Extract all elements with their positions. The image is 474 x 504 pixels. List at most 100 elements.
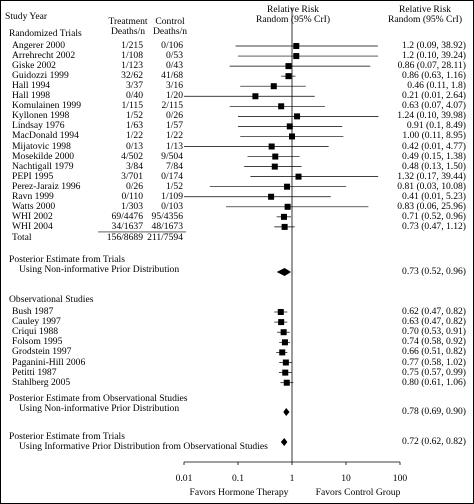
trial-estimate-label: 0.21 (0.01, 2.64) (402, 90, 466, 102)
obs-estimate-label: 0.75 (0.57, 0.99) (402, 366, 466, 378)
favors-control-label: Favors Control Group (315, 487, 401, 498)
trial-point (284, 183, 291, 190)
trial-treatment-label: 3/84 (125, 160, 143, 172)
trial-estimate-label: 1.00 (0.11, 8.95) (402, 130, 466, 142)
trial-estimate-label: 1.2 (0.09, 38.92) (402, 40, 466, 51)
trial-study-label: Ravn 1999 (12, 190, 54, 202)
x-tick-label: 0.1 (232, 473, 244, 484)
trial-treatment-label: 1/52 (125, 110, 143, 122)
trial-estimate-label: 0.83 (0.06, 25.96) (397, 200, 466, 212)
trial-estimate-label: 0.71 (0.52, 0.96) (402, 210, 466, 222)
treatment-subheader: Deaths/n (110, 26, 146, 37)
trial-control-label: 1/20 (165, 90, 183, 102)
trial-control-label: 2/115 (161, 100, 184, 112)
trial-study-label: Nachtigall 1979 (12, 160, 74, 172)
obs-estimate-label: 0.62 (0.47, 0.82) (402, 306, 466, 317)
trial-point (281, 223, 288, 230)
trial-estimate-label: 0.86 (0.63, 1.16) (402, 70, 466, 82)
total-label: Total (12, 231, 32, 243)
trial-control-label: 0/53 (165, 50, 183, 62)
trial-point (280, 213, 287, 220)
trial-estimate-label: 1.2 (0.10, 39.24) (402, 50, 466, 62)
trial-study-label: Arrehrecht 2002 (12, 50, 76, 62)
trial-treatment-label: 0/13 (125, 140, 143, 152)
trial-study-label: Mosekilde 2000 (12, 150, 75, 162)
section-observational-studies: Observational Studies (9, 294, 94, 305)
section-randomized-trials: Randomized Trials (9, 28, 82, 39)
trial-control-label: 0/26 (165, 110, 183, 122)
trial-control-label: 0/174 (161, 170, 183, 182)
obs-point (282, 359, 289, 366)
trial-point (270, 83, 277, 90)
total-treatment-label: 156/8689 (106, 231, 143, 243)
trial-study-label: Komulainen 1999 (12, 100, 82, 112)
obs-study-label: Bush 1987 (12, 306, 54, 317)
posterior-trials-diamond (276, 268, 292, 276)
posterior-trials-label: 0.73 (0.52, 0.96) (402, 266, 466, 277)
trial-treatment-label: 0/40 (125, 90, 143, 102)
trial-estimate-label: 0.73 (0.47, 1.12) (402, 220, 466, 232)
obs-study-label: Stahlberg 2005 (12, 376, 71, 388)
trial-estimate-label: 0.86 (0.07, 28.11) (397, 60, 466, 72)
trial-control-label: 7/84 (165, 160, 183, 172)
x-tick-label: 10 (341, 473, 351, 484)
trial-control-label: 0/43 (165, 60, 183, 72)
trial-control-label: 0/106 (161, 40, 183, 51)
trial-study-label: WHI 2002 (12, 210, 53, 222)
obs-study-label: Criqui 1988 (12, 326, 59, 338)
treatment-header: Treatment (108, 16, 148, 27)
trial-study-label: Watts 2000 (12, 200, 56, 212)
x-tick-label: 100 (392, 473, 408, 484)
trial-estimate-label: 0.42 (0.01, 4.77) (402, 140, 466, 152)
trial-study-label: MacDonald 1994 (12, 130, 79, 142)
trial-treatment-label: 1/303 (121, 200, 143, 212)
total-control-label: 211/7594 (147, 231, 183, 243)
obs-study-label: Grodstein 1997 (12, 346, 72, 358)
obs-estimate-label: 0.80 (0.61, 1.06) (402, 376, 466, 388)
trial-treatment-label: 1/63 (125, 120, 143, 132)
trial-control-label: 1/109 (161, 190, 183, 202)
obs-estimate-label: 0.66 (0.51, 0.82) (402, 346, 466, 358)
trial-estimate-label: 0.49 (0.15, 1.38) (402, 150, 466, 162)
obs-study-label: Petitti 1987 (12, 366, 57, 378)
trial-point (286, 123, 293, 130)
posterior-informative-diamond (280, 438, 288, 446)
trial-treatment-label: 1/22 (125, 130, 143, 142)
section-posterior-informative: Posterior Estimate from Trials (9, 431, 125, 442)
obs-point (283, 379, 290, 386)
posterior-observational-diamond (283, 408, 290, 416)
trial-point (295, 173, 302, 180)
trial-point (285, 73, 292, 80)
trial-estimate-label: 1.32 (0.17, 39.44) (397, 170, 466, 182)
study-year-header: Study Year (5, 11, 48, 22)
trial-point (293, 53, 300, 60)
trial-estimate-label: 1.24 (0.10, 39.98) (397, 110, 466, 122)
trial-control-label: 3/16 (165, 80, 183, 92)
trial-treatment-label: 0/110 (121, 190, 144, 202)
section-posterior-observational: Posterior Estimate from Observational St… (9, 393, 188, 404)
trial-point (284, 203, 291, 210)
trial-study-label: Hall 1994 (12, 80, 51, 92)
trial-treatment-label: 0/26 (125, 180, 143, 192)
posterior-observational-label: 0.78 (0.69, 0.90) (402, 406, 466, 417)
favors-hormone-label: Favors Hormone Therapy (189, 487, 289, 498)
trial-point (268, 193, 275, 200)
trial-study-label: Mijatovic 1998 (12, 140, 71, 152)
rr-right-header: Relative Risk (399, 4, 451, 15)
trial-treatment-label: 34/1637 (111, 220, 143, 232)
trial-control-label: 1/52 (165, 180, 183, 192)
trial-treatment-label: 32/62 (121, 70, 143, 82)
trial-point (289, 133, 295, 140)
obs-study-label: Cauley 1997 (12, 316, 61, 328)
trial-point (271, 163, 278, 170)
obs-estimate-label: 0.70 (0.53, 0.91) (402, 326, 466, 338)
trial-treatment-label: 4/502 (121, 150, 143, 162)
rr-header: Relative Risk (267, 4, 319, 15)
trial-treatment-label: 69/4476 (111, 210, 143, 222)
trial-control-label: 9/504 (161, 150, 183, 162)
trial-treatment-label: 1/123 (121, 60, 143, 72)
trial-control-label: 95/4356 (151, 210, 183, 222)
trial-study-label: Lindsay 1976 (12, 120, 65, 132)
trial-study-label: Guidozzi 1999 (12, 70, 69, 82)
